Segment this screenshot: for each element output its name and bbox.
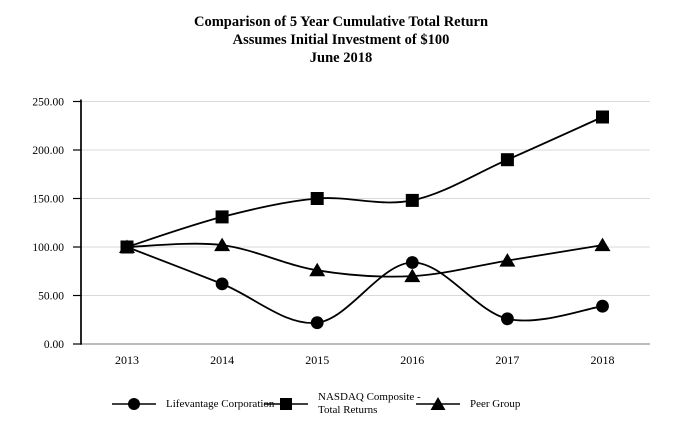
triangle-marker-icon	[416, 397, 460, 410]
legend-label-nasdaq: NASDAQ Composite - Total Returns	[318, 391, 421, 416]
data-point-circle	[310, 316, 324, 330]
svg-text:50.00: 50.00	[38, 291, 64, 303]
legend-item-lifevantage: Lifevantage Corporation	[112, 386, 274, 422]
svg-text:250.00: 250.00	[32, 97, 64, 109]
legend-item-nasdaq: NASDAQ Composite - Total Returns	[264, 386, 421, 422]
y-gridlines	[81, 101, 650, 345]
square-marker-icon	[264, 398, 308, 410]
legend-item-peer-group: Peer Group	[416, 386, 520, 422]
data-point-square	[215, 210, 229, 224]
series-triangle	[119, 237, 611, 283]
svg-text:0.00: 0.00	[44, 339, 64, 351]
legend-label-peer-group: Peer Group	[470, 397, 521, 410]
data-point-triangle	[119, 239, 135, 253]
data-point-triangle	[594, 237, 611, 252]
data-point-triangle	[309, 262, 326, 277]
svg-text:2015: 2015	[305, 353, 329, 367]
chart-title-block: Comparison of 5 Year Cumulative Total Re…	[0, 13, 682, 67]
circle-marker-icon	[112, 398, 156, 410]
data-point-circle	[596, 299, 609, 313]
data-point-square	[310, 192, 324, 205]
svg-text:150.00: 150.00	[32, 194, 64, 206]
svg-text:2016: 2016	[400, 353, 424, 367]
svg-text:2017: 2017	[495, 353, 519, 367]
y-axis-ticks	[73, 100, 81, 345]
legend-label-lifevantage: Lifevantage Corporation	[166, 397, 275, 410]
svg-text:2018: 2018	[591, 353, 615, 367]
data-point-triangle	[499, 253, 516, 267]
x-axis-labels: 2013 2014 2015 2016 2017 2018	[115, 353, 615, 367]
series-circle	[120, 240, 609, 330]
svg-text:100.00: 100.00	[32, 242, 64, 254]
data-point-square	[500, 153, 514, 167]
series-square	[120, 110, 609, 254]
data-point-circle	[501, 312, 514, 326]
svg-text:2014: 2014	[210, 353, 234, 367]
data-point-square	[596, 110, 609, 124]
y-axis-labels: 0.00 50.00 100.00 150.00 200.00 250.00	[32, 97, 64, 352]
data-point-square	[405, 193, 419, 207]
data-point-triangle	[214, 237, 231, 252]
svg-text:200.00: 200.00	[32, 145, 64, 157]
chart-date: June 2018	[309, 50, 373, 66]
chart-title: Comparison of 5 Year Cumulative Total Re…	[193, 14, 489, 30]
data-point-triangle	[404, 268, 421, 283]
svg-text:2013: 2013	[115, 353, 139, 367]
data-point-circle	[405, 256, 419, 269]
data-point-circle	[215, 277, 229, 291]
chart-subtitle: Assumes Initial Investment of $100	[232, 32, 450, 48]
